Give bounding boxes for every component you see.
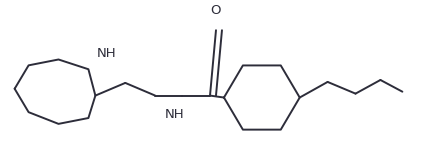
Text: O: O [211,4,221,17]
Text: NH: NH [165,108,185,121]
Text: NH: NH [96,47,116,60]
